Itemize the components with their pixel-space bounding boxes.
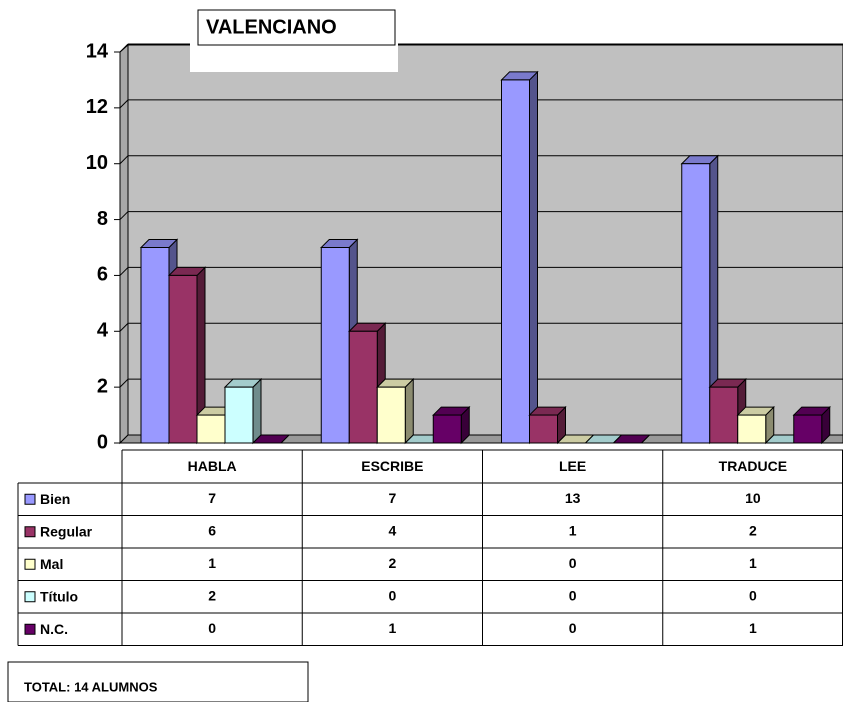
value-label: 0 [388, 587, 396, 603]
value-label: 1 [208, 555, 216, 571]
y-tick-label: 2 [97, 375, 108, 397]
grid-line-side [119, 378, 129, 388]
value-label: 0 [569, 555, 577, 571]
value-label: 2 [388, 555, 396, 571]
bar [320, 247, 350, 444]
value-label: 10 [745, 490, 761, 506]
grid: 0 2 4 6 8 10 12 14 [86, 40, 843, 453]
bars [139, 70, 831, 445]
bar [681, 163, 711, 444]
bar [376, 386, 406, 444]
bar [709, 386, 739, 444]
bar [501, 79, 530, 444]
grid-line-side [119, 99, 129, 109]
value-label: 7 [208, 490, 216, 506]
value-label: 2 [208, 587, 216, 603]
legend-label: Bien [40, 491, 70, 507]
bar [737, 414, 767, 444]
bar-side [529, 70, 538, 445]
bar-top [612, 434, 651, 444]
legend-swatch [24, 591, 36, 603]
bar-side [252, 377, 262, 445]
legend-swatch [24, 558, 36, 570]
value-label: 0 [208, 620, 216, 636]
bar [793, 414, 823, 444]
bar [168, 274, 198, 444]
bar [529, 414, 558, 444]
grid-line-side [119, 322, 129, 332]
legend-swatch [24, 493, 36, 505]
value-label: 0 [749, 587, 757, 603]
value-label: 1 [569, 522, 577, 538]
value-label: 0 [569, 587, 577, 603]
bar [196, 414, 226, 444]
value-label: 4 [388, 522, 396, 538]
value-label: 13 [565, 490, 581, 506]
bar [348, 330, 378, 444]
bar-top [251, 434, 291, 444]
grid-line-side [119, 211, 129, 220]
x-tick-label: HABLA [188, 458, 237, 474]
y-tick-label: 0 [97, 431, 108, 453]
value-label: 6 [208, 522, 216, 538]
value-label: 2 [749, 522, 757, 538]
x-tick-label: LEE [559, 458, 586, 474]
x-tick-label: TRADUCE [719, 458, 787, 474]
back-wall [127, 44, 843, 436]
legend-label: Regular [40, 523, 93, 539]
value-label: 0 [569, 620, 577, 636]
annotation: TOTAL: 14 ALUMNOS [24, 679, 158, 694]
bar [432, 414, 462, 444]
bar-side [404, 377, 414, 445]
value-label: 1 [388, 620, 396, 636]
y-tick-label: 10 [86, 152, 108, 174]
grid-line-side [119, 155, 129, 165]
bar [140, 247, 170, 444]
value-label: 1 [749, 620, 757, 636]
y-tick-label: 14 [86, 40, 109, 62]
legend-swatch [24, 526, 36, 538]
y-tick-label: 8 [97, 208, 108, 230]
legend-label: Mal [40, 556, 63, 572]
legend-swatch [24, 623, 36, 635]
value-label: 7 [388, 490, 396, 506]
bar [224, 386, 254, 444]
grid-line-side [119, 267, 129, 276]
value-label: 1 [749, 555, 757, 571]
x-tick-label: ESCRIBE [361, 458, 423, 474]
y-tick-label: 12 [86, 96, 108, 118]
total-box [7, 661, 309, 702]
y-tick-label: 4 [97, 320, 109, 342]
legend-label: Título [40, 588, 78, 604]
title-box [197, 9, 396, 46]
legend-label: N.C. [40, 621, 68, 637]
chart-title: VALENCIANO [206, 16, 337, 38]
grid-line-side [119, 43, 129, 53]
y-tick-label: 6 [97, 264, 108, 286]
